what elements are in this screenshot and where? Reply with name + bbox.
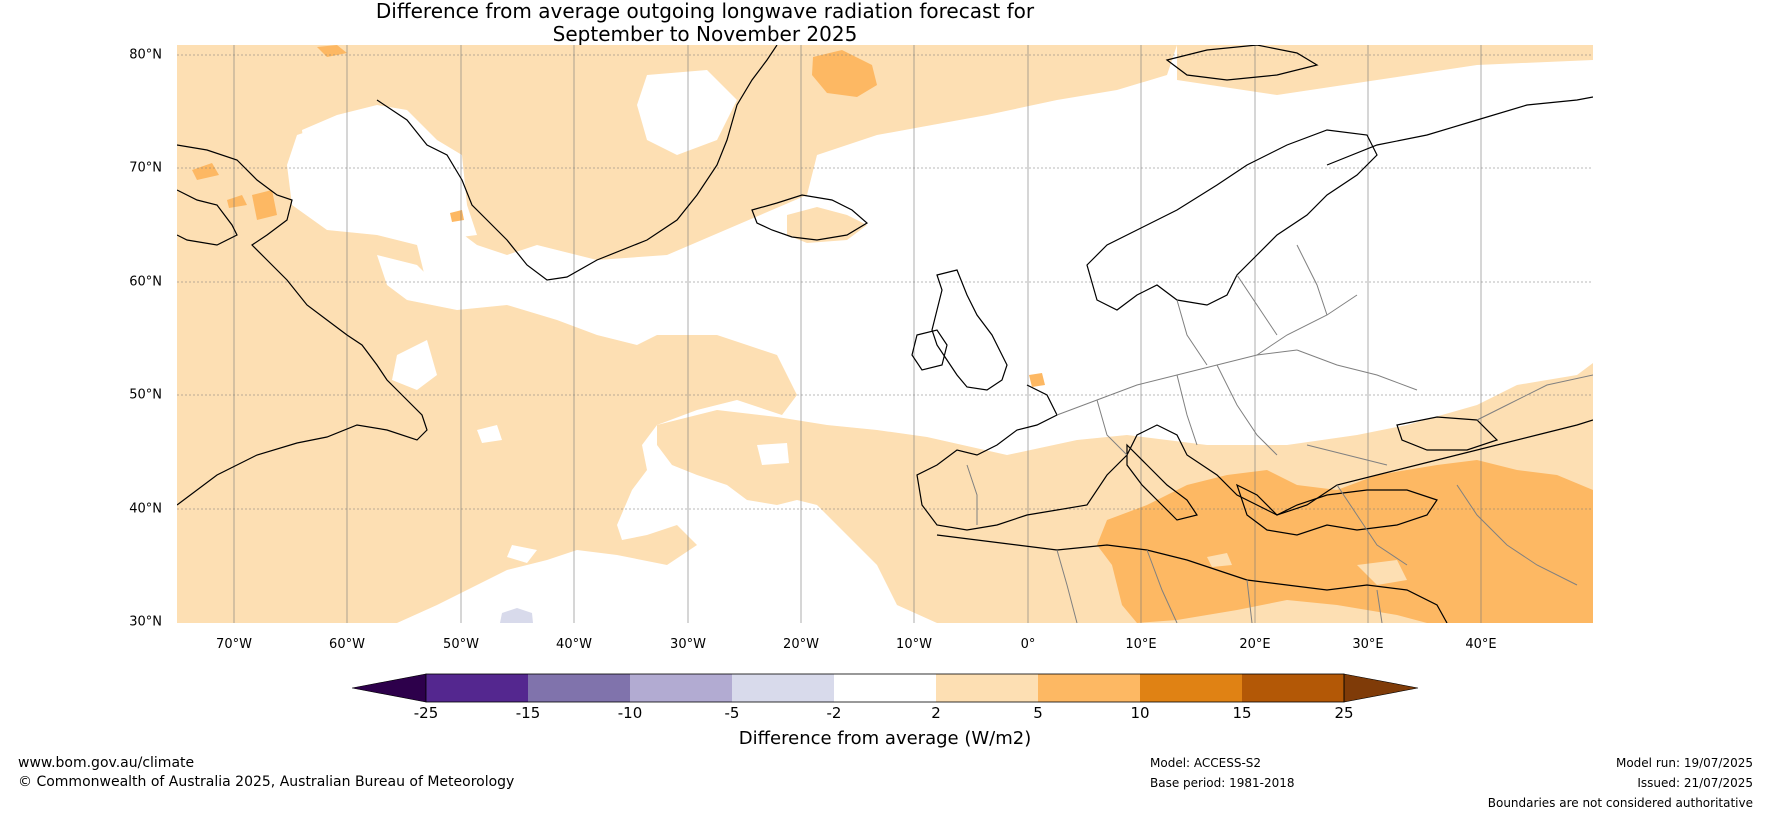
- coast-north-africa: [936, 534, 1448, 623]
- lon-label-70w: 70°W: [216, 637, 252, 652]
- coast-iceland: [751, 194, 869, 241]
- lat-label-40n: 40°N: [129, 501, 162, 517]
- region-greenland-northeast: [812, 50, 877, 97]
- title-line-2: September to November 2025: [552, 22, 858, 46]
- lon-label-0: 0°: [1020, 637, 1036, 652]
- region-arctic-islands: [317, 45, 347, 57]
- colorbar-label: Difference from average (W/m2): [738, 728, 1032, 749]
- region-mediterranean-middle-east: [1097, 460, 1593, 623]
- colorbar-band-m15-m10: [528, 674, 630, 702]
- footer-website: www.bom.gov.au/climate: [18, 755, 195, 771]
- lon-label-40w: 40°W: [556, 637, 592, 652]
- region-baffin-3: [227, 195, 247, 208]
- near-average-holes: [302, 70, 789, 563]
- colorbar-tick-m15: -15: [515, 704, 541, 722]
- colorbar-band-m2-2: [834, 674, 936, 702]
- graticule: [177, 45, 1593, 623]
- lat-label-70n: 70°N: [129, 160, 162, 176]
- footer-base-period: Base period: 1981-2018: [1150, 776, 1295, 790]
- lat-label-50n: 50°N: [129, 387, 162, 403]
- hole-small-1: [477, 425, 502, 443]
- colorbar-band-10-15: [1140, 674, 1242, 702]
- coast-greece-turkey: [1235, 483, 1438, 536]
- footer-model: Model: ACCESS-S2: [1150, 756, 1262, 770]
- colorbar-tick-5: 5: [1033, 704, 1043, 722]
- colorbar-tick-m10: -10: [617, 704, 643, 722]
- lat-label-60n: 60°N: [129, 274, 162, 290]
- region-iceland: [787, 207, 867, 243]
- latitude-lines: [177, 54, 1593, 510]
- title-line-1: Difference from average outgoing longwav…: [375, 0, 1035, 23]
- anomaly-5-to-10-regions: [192, 45, 1593, 623]
- colorbar-band-2-5: [936, 674, 1038, 702]
- colorbar-tick-25: 25: [1334, 704, 1354, 722]
- colorbar-over-arrow: [1343, 673, 1419, 703]
- hole-arctic-ocean: [637, 70, 737, 155]
- footer-issued: Issued: 21/07/2025: [1637, 776, 1753, 790]
- region-baffin-2: [252, 190, 277, 220]
- colorbar-tick-m2: -2: [826, 704, 842, 722]
- colorbar-tick-m5: -5: [724, 704, 740, 722]
- coast-ireland: [911, 329, 948, 371]
- colorbar-band-m10-m5: [630, 674, 732, 702]
- hole-labrador: [392, 340, 437, 390]
- lat-label-30n: 30°N: [129, 614, 162, 630]
- coast-europe-mainland: [916, 384, 1593, 531]
- colorbar-band-15-25: [1242, 674, 1344, 702]
- region-negative-anomaly: [500, 608, 533, 623]
- coast-north-america-2: [177, 189, 238, 246]
- colorbar-band-5-10: [1038, 674, 1140, 702]
- region-arctic-northeast: [1177, 45, 1593, 95]
- coast-svalbard: [1165, 45, 1319, 81]
- coast-scandinavia: [1086, 129, 1378, 311]
- map-title: Difference from average outgoing longwav…: [0, 0, 1410, 46]
- hole-azores: [507, 545, 537, 563]
- hole-greenland-interior: [302, 105, 477, 240]
- footer-disclaimer: Boundaries are not considered authoritat…: [1487, 796, 1753, 810]
- lon-label-20w: 20°W: [783, 637, 819, 652]
- lon-label-50w: 50°W: [443, 637, 479, 652]
- coast-black-sea: [1396, 416, 1499, 451]
- coast-italy: [1126, 443, 1198, 521]
- longitude-lines: [233, 45, 1482, 623]
- country-borders: [966, 244, 1593, 623]
- region-greenland-south: [450, 210, 464, 222]
- region-baffin-1: [192, 163, 219, 180]
- lon-label-30w: 30°W: [670, 637, 706, 652]
- lon-label-40e: 40°E: [1465, 637, 1497, 652]
- forecast-map: [177, 45, 1593, 623]
- lon-label-30e: 30°E: [1352, 637, 1384, 652]
- coast-greenland: [376, 45, 778, 281]
- hole-small-2: [757, 443, 789, 465]
- colorbar-tick-m25: -25: [413, 704, 439, 722]
- hole-north-atlantic: [377, 255, 437, 300]
- region-uk-east: [1029, 373, 1045, 387]
- colorbar: [351, 672, 1422, 708]
- map-canvas: [177, 45, 1593, 623]
- footer-copyright: © Commonwealth of Australia 2025, Austra…: [18, 774, 515, 790]
- coast-north-america: [177, 144, 428, 506]
- lon-label-60w: 60°W: [329, 637, 365, 652]
- lon-label-20e: 20°E: [1239, 637, 1271, 652]
- coast-arctic-russia: [1326, 96, 1593, 166]
- colorbar-tick-2: 2: [931, 704, 941, 722]
- colorbar-tick-10: 10: [1130, 704, 1150, 722]
- lon-label-10e: 10°E: [1125, 637, 1157, 652]
- coastlines: [177, 45, 1593, 623]
- footer-model-run: Model run: 19/07/2025: [1615, 756, 1753, 770]
- colorbar-band-m25-m15: [426, 674, 528, 702]
- coast-uk-ireland: [931, 269, 1008, 391]
- pocket-libya: [1207, 553, 1232, 567]
- lon-label-10w: 10°W: [896, 637, 932, 652]
- colorbar-band-m5-m2: [732, 674, 834, 702]
- pocket-anatolia: [1357, 560, 1407, 585]
- colorbar-tick-15: 15: [1232, 704, 1252, 722]
- colorbar-under-arrow: [351, 673, 427, 703]
- colorbar-svg: [351, 673, 1419, 703]
- lat-label-80n: 80°N: [129, 47, 162, 63]
